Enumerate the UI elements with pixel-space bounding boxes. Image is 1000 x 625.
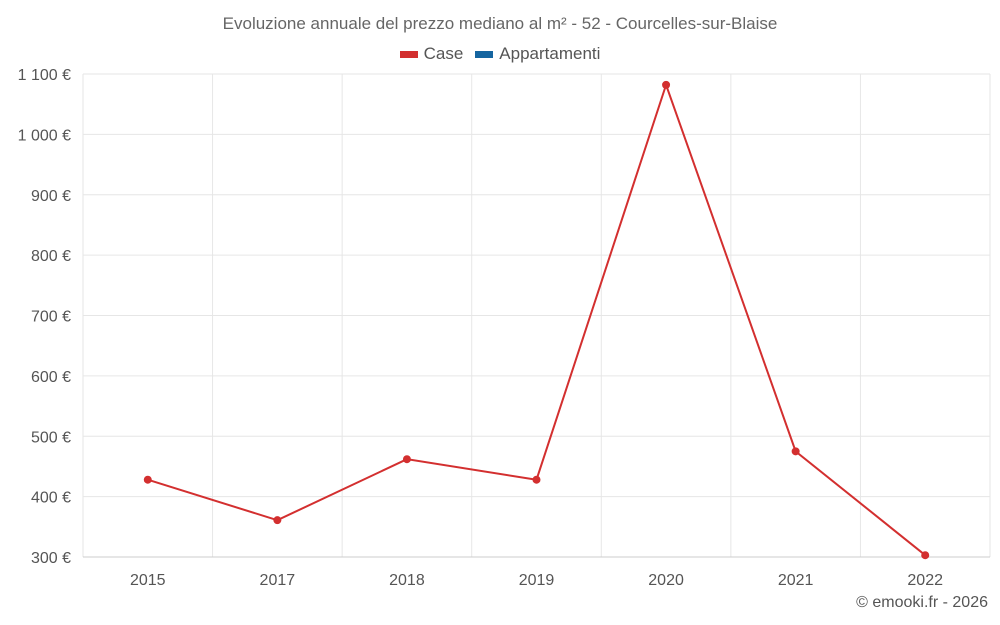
- legend-label-case: Case: [423, 44, 464, 63]
- data-point: [273, 516, 282, 525]
- data-point: [921, 551, 930, 560]
- y-tick-label: 300 €: [31, 550, 71, 567]
- data-point: [662, 80, 671, 89]
- data-point: [532, 475, 541, 484]
- x-tick-label: 2017: [260, 572, 296, 589]
- legend-label-appartamenti: Appartamenti: [499, 44, 601, 63]
- x-tick-label: 2021: [778, 572, 814, 589]
- data-point: [791, 447, 800, 456]
- y-tick-label: 400 €: [31, 490, 71, 507]
- x-tick-label: 2015: [130, 572, 166, 589]
- y-tick-label: 600 €: [31, 369, 71, 386]
- legend-item-appartamenti[interactable]: Appartamenti: [475, 44, 600, 64]
- legend: Case Appartamenti: [0, 44, 1000, 64]
- legend-swatch-appartamenti: [475, 50, 494, 58]
- y-tick-label: 1 100 €: [18, 67, 71, 84]
- data-point: [143, 475, 152, 484]
- legend-swatch-case: [399, 50, 418, 58]
- data-point: [402, 455, 411, 464]
- chart-title: Evoluzione annuale del prezzo mediano al…: [222, 14, 778, 33]
- y-tick-label: 500 €: [31, 429, 71, 446]
- legend-item-case[interactable]: Case: [399, 44, 464, 64]
- y-tick-label: 700 €: [31, 309, 71, 326]
- x-tick-label: 2022: [907, 572, 943, 589]
- y-tick-label: 800 €: [31, 248, 71, 265]
- y-tick-label: 900 €: [31, 188, 71, 205]
- x-tick-label: 2020: [648, 572, 684, 589]
- x-tick-label: 2019: [519, 572, 555, 589]
- x-tick-label: 2018: [389, 572, 425, 589]
- y-tick-label: 1 000 €: [18, 127, 71, 144]
- credits-text[interactable]: © emooki.fr - 2026: [856, 594, 988, 611]
- series-line-case: [147, 81, 926, 556]
